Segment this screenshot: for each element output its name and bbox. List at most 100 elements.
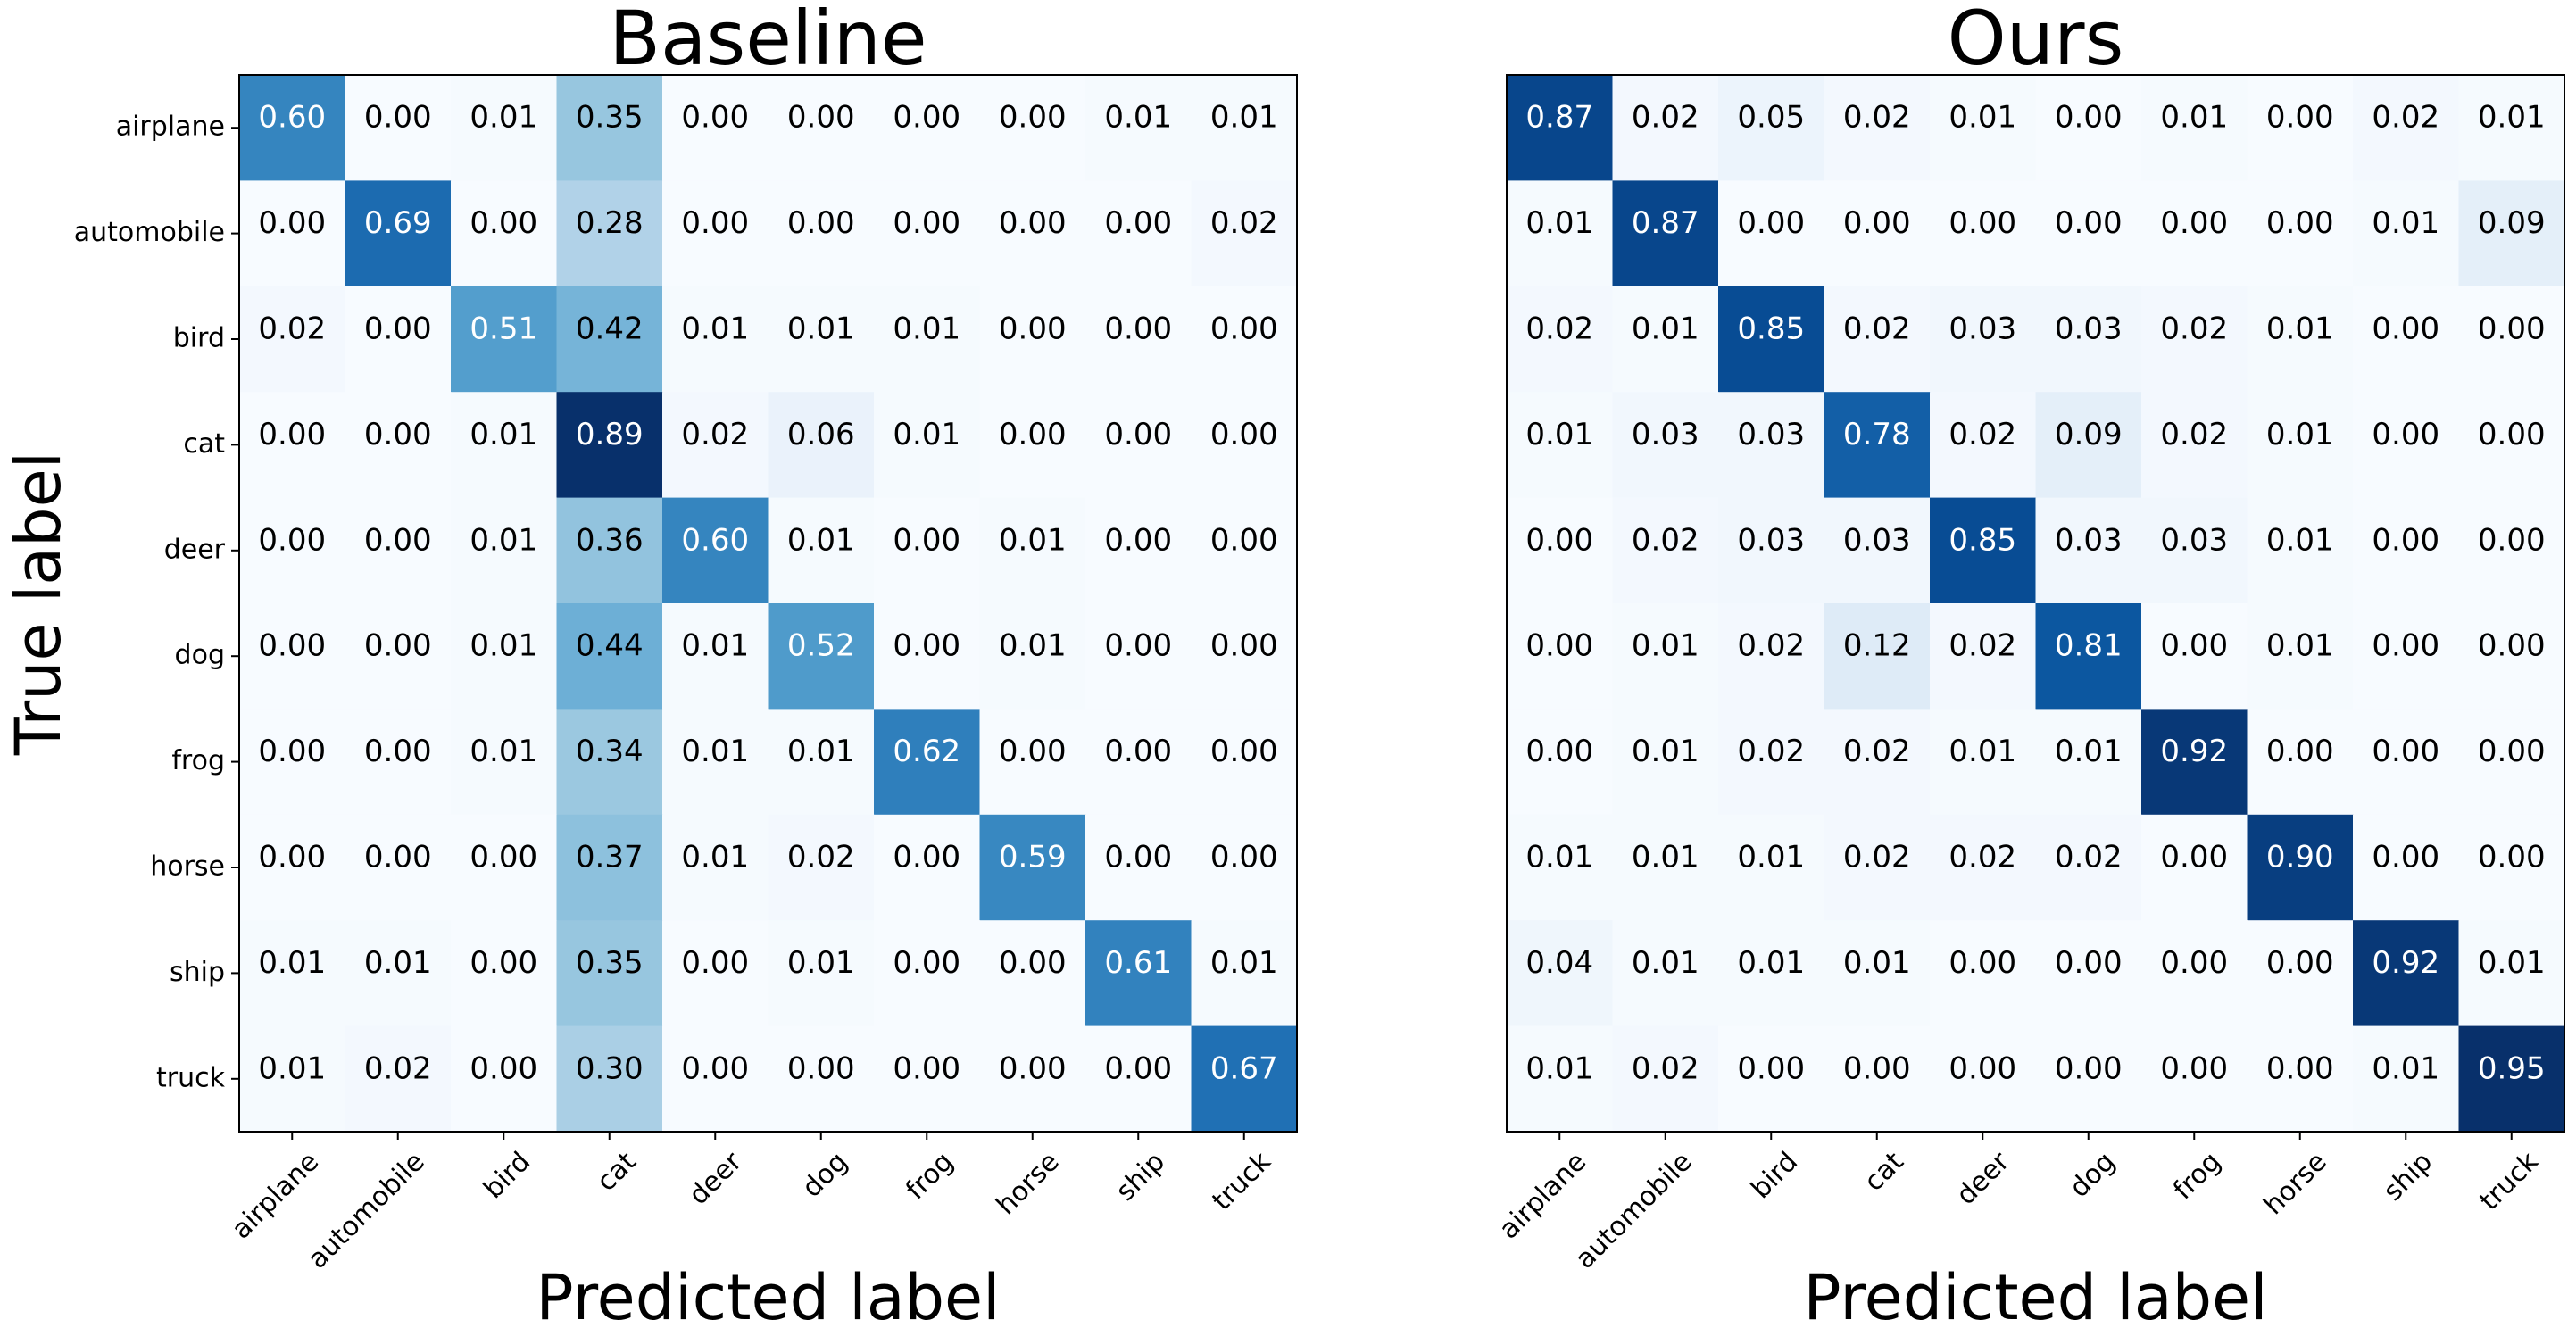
- heatmap-cell: [1824, 180, 1931, 287]
- cell-value-label: 0.00: [893, 1050, 960, 1086]
- cell-value-label: 0.00: [258, 840, 326, 876]
- cell-value-label: 0.02: [2160, 417, 2228, 452]
- heatmap-cell: [2141, 709, 2248, 816]
- heatmap-cell: [345, 75, 452, 181]
- cell-value-label: 0.00: [2160, 840, 2228, 876]
- cell-value-label: 0.02: [787, 840, 855, 876]
- cell-value-label: 0.00: [364, 840, 432, 876]
- heatmap-cell: [1718, 75, 1825, 181]
- heatmap-cell: [239, 1025, 346, 1133]
- cell-value-label: 0.00: [1949, 205, 2016, 241]
- heatmap-cell: [451, 286, 558, 393]
- heatmap-cell: [2035, 75, 2142, 181]
- heatmap-cell: [239, 75, 346, 181]
- cell-value-label: 0.00: [2055, 1050, 2123, 1086]
- cell-value-label: 0.00: [787, 100, 855, 136]
- baseline-x-axis-label: Predicted label: [536, 1261, 1000, 1328]
- cell-value-label: 0.59: [999, 840, 1067, 876]
- heatmap-cell: [1191, 180, 1298, 287]
- cell-value-label: 0.01: [893, 417, 960, 452]
- heatmap-cell: [2247, 603, 2354, 710]
- cell-value-label: 0.01: [1210, 100, 1278, 136]
- cell-value-label: 0.01: [1949, 100, 2016, 136]
- ours-title: Ours: [1948, 0, 2124, 82]
- cell-value-label: 0.00: [364, 417, 432, 452]
- heatmap-cell: [1612, 814, 1719, 921]
- cell-value-label: 0.02: [1843, 734, 1911, 769]
- heatmap-cell: [979, 497, 1086, 604]
- heatmap-cell: [874, 709, 981, 816]
- cell-value-label: 0.01: [893, 311, 960, 347]
- cell-value-label: 0.00: [2160, 945, 2228, 981]
- cell-value-label: 0.01: [1632, 311, 1699, 347]
- heatmap-cell: [1085, 180, 1192, 287]
- cell-value-label: 0.02: [1632, 522, 1699, 558]
- heatmap-cell: [2141, 603, 2248, 710]
- heatmap-cell: [556, 286, 663, 393]
- heatmap-cell: [979, 180, 1086, 287]
- cell-value-label: 0.30: [576, 1050, 644, 1086]
- cell-value-label: 0.00: [1737, 205, 1805, 241]
- y-tick-label: truck: [156, 1062, 226, 1093]
- heatmap-cell: [1930, 497, 2037, 604]
- ours-axes-frame: [1506, 74, 2565, 1133]
- cell-value-label: 0.00: [1525, 734, 1593, 769]
- heatmap-cell: [1718, 392, 1825, 499]
- heatmap-cell: [2035, 603, 2142, 710]
- heatmap-cell: [1507, 497, 1614, 604]
- cell-value-label: 0.03: [1843, 522, 1911, 558]
- cell-value-label: 0.60: [258, 100, 326, 136]
- cell-value-label: 0.03: [1737, 522, 1805, 558]
- cell-value-label: 0.05: [1737, 100, 1805, 136]
- cell-value-label: 0.03: [1737, 417, 1805, 452]
- ours-confusion-matrix: Ours 0.87 0.02 0.05 0.02 0.01 0.00 0.01 0.00 0.02…: [1493, 0, 2565, 1328]
- heatmap-cell: [451, 180, 558, 287]
- cell-value-label: 0.02: [2055, 840, 2123, 876]
- cell-value-label: 0.03: [2055, 311, 2123, 347]
- cell-value-label: 0.85: [1737, 311, 1805, 347]
- heatmap-cell: [1824, 709, 1931, 816]
- cell-value-label: 0.02: [1632, 1050, 1699, 1086]
- ours-x-axis-label: Predicted label: [1803, 1261, 2267, 1328]
- cell-value-label: 0.01: [469, 100, 537, 136]
- cell-value-label: 0.01: [999, 522, 1067, 558]
- cell-value-label: 0.01: [1525, 1050, 1593, 1086]
- cell-value-label: 0.00: [469, 840, 537, 876]
- cell-value-label: 0.81: [2055, 628, 2123, 664]
- cell-value-label: 0.00: [2478, 311, 2546, 347]
- cell-value-label: 0.01: [2266, 522, 2334, 558]
- cell-value-label: 0.01: [2372, 1050, 2439, 1086]
- cell-value-label: 0.00: [1104, 1050, 1172, 1086]
- cell-value-label: 0.89: [576, 417, 644, 452]
- y-tick-label: deer: [164, 534, 226, 565]
- cell-value-label: 0.00: [999, 1050, 1067, 1086]
- heatmap-cell: [768, 603, 875, 710]
- cell-value-label: 0.00: [2372, 417, 2439, 452]
- cell-value-label: 0.00: [2478, 522, 2546, 558]
- heatmap-cell: [662, 286, 769, 393]
- cell-value-label: 0.92: [2160, 734, 2228, 769]
- heatmap-cell: [451, 603, 558, 710]
- cell-value-label: 0.00: [1843, 205, 1911, 241]
- cell-value-label: 0.00: [999, 734, 1067, 769]
- heatmap-cell: [2035, 286, 2142, 393]
- cell-value-label: 0.00: [1210, 628, 1278, 664]
- heatmap-cell: [2247, 180, 2354, 287]
- heatmap-cell: [556, 709, 663, 816]
- heatmap-cell: [979, 1025, 1086, 1133]
- heatmap-cell: [345, 392, 452, 499]
- cell-value-label: 0.00: [787, 1050, 855, 1086]
- heatmap-cell: [1612, 180, 1719, 287]
- heatmap-cell: [1930, 814, 2037, 921]
- cell-value-label: 0.01: [2372, 205, 2439, 241]
- heatmap-cell: [2353, 814, 2460, 921]
- cell-value-label: 0.02: [1843, 311, 1911, 347]
- cell-value-label: 0.42: [576, 311, 644, 347]
- heatmap-cell: [1718, 709, 1825, 816]
- cell-value-label: 0.00: [2266, 945, 2334, 981]
- cell-value-label: 0.01: [681, 734, 749, 769]
- heatmap-cell: [874, 1025, 981, 1133]
- heatmap-cell: [1612, 709, 1719, 816]
- heatmap-cell: [2247, 497, 2354, 604]
- cell-value-label: 0.00: [2478, 840, 2546, 876]
